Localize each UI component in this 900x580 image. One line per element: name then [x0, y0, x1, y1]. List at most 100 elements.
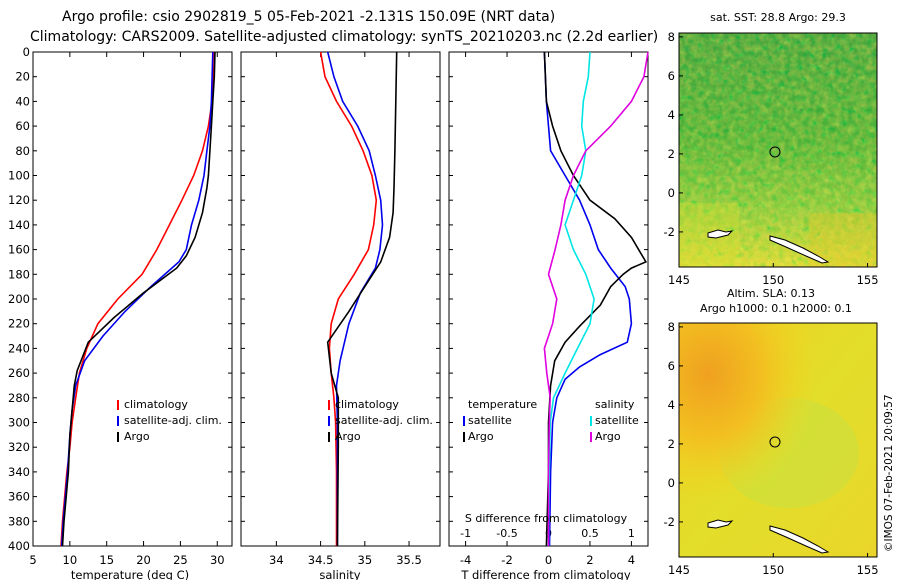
y-tick-label: 80 — [15, 144, 30, 158]
map-x-tick-label: 145 — [668, 563, 690, 577]
map-x-tick-label: 155 — [857, 273, 879, 287]
sst-map-title: sat. SST: 28.8 Argo: 29.3 — [710, 11, 846, 24]
series-line-salinity-argo — [543, 51, 649, 546]
sst-map-frame — [678, 32, 878, 268]
title-line-2: Climatology: CARS2009. Satellite-adjuste… — [30, 29, 658, 45]
difference-xlabel: T difference from climatology — [460, 568, 631, 580]
x-tick-label: 15 — [99, 553, 114, 567]
legend-argo-swatch — [117, 432, 119, 442]
x-tick-label: 10 — [63, 553, 78, 567]
x2-tick-label: 0.5 — [581, 527, 599, 540]
x-tick-label: -4 — [460, 553, 471, 567]
salinity-axes-frame — [240, 51, 441, 547]
map-y-tick-label: 0 — [668, 476, 675, 490]
sla-map-panel: Altim. SLA: 0.13 Argo h1000: 0.1 h2000: … — [664, 287, 879, 577]
sst-map-panel: sat. SST: 28.8 Argo: 29.3 — [664, 11, 879, 287]
map-x-tick-label: 150 — [762, 273, 784, 287]
legend-t-satellite-label: satellite — [468, 414, 512, 427]
temperature-axes-frame — [32, 51, 233, 547]
y-tick-label: 140 — [8, 218, 30, 232]
x-tick-label: 4 — [628, 553, 635, 567]
map-y-tick-label: -2 — [664, 515, 675, 529]
sla-argo-marker — [769, 436, 781, 448]
x-tick-label: 34.5 — [308, 553, 334, 567]
map-y-tick-label: -2 — [664, 225, 675, 239]
x2-tick-label: -0.5 — [496, 527, 517, 540]
legend-argo-swatch — [328, 432, 330, 442]
legend-s-satellite-swatch — [590, 416, 592, 426]
map-y-tick-label: 0 — [668, 186, 675, 200]
y-tick-label: 320 — [8, 440, 30, 454]
x-tick-label: 2 — [586, 553, 593, 567]
legend-climatology-swatch — [117, 400, 119, 410]
map-x-tick-label: 155 — [857, 563, 879, 577]
series-line-argo — [61, 51, 216, 547]
x-tick-label: 5 — [29, 553, 36, 567]
salinity-panel: 34 34.5 35 35.5 salinity climatology satell… — [240, 51, 441, 580]
legend-temperature-title: temperature — [468, 398, 537, 411]
series-line-satellite-adj-clim- — [326, 51, 384, 546]
y-tick-label: 0 — [23, 45, 30, 59]
x-tick-label: 30 — [210, 553, 225, 567]
y-tick-label: 400 — [8, 539, 30, 553]
legend-s-argo-swatch — [590, 432, 592, 442]
y-tick-label: 180 — [8, 267, 30, 281]
legend-climatology-label: climatology — [335, 398, 399, 411]
y-tick-label: 200 — [8, 292, 30, 306]
difference-legend: temperature satellite Argo salinity sate… — [463, 398, 639, 443]
sst-argo-marker — [769, 146, 781, 158]
x-tick-label: 35.5 — [396, 553, 422, 567]
temperature-legend: climatology satellite-adj. clim. Argo — [117, 398, 222, 443]
y-tick-label: 40 — [15, 94, 30, 108]
y-tick-label: 380 — [8, 514, 30, 528]
map-x-tick-label: 150 — [762, 563, 784, 577]
legend-argo-label: Argo — [335, 430, 361, 443]
difference-x2label: S difference from climatology — [465, 512, 628, 525]
x-tick-label: 35 — [358, 553, 373, 567]
x2-tick-label: -1 — [460, 527, 471, 540]
series-line-salinity-satellite — [547, 51, 595, 547]
series-line-temperature-argo — [543, 51, 648, 547]
legend-s-argo-label: Argo — [595, 430, 621, 443]
sst-field — [679, 33, 877, 267]
legend-climatology-label: climatology — [124, 398, 188, 411]
sla-map-title-1: Altim. SLA: 0.13 — [727, 287, 815, 300]
x-tick-label: -2 — [501, 553, 512, 567]
y-tick-label: 220 — [8, 317, 30, 331]
y-tick-label: 100 — [8, 169, 30, 183]
sla-map-frame — [678, 322, 878, 558]
x-tick-label: 20 — [136, 553, 151, 567]
legend-s-satellite-label: satellite — [595, 414, 639, 427]
map-y-tick-label: 6 — [668, 359, 675, 373]
sla-field — [679, 323, 877, 557]
legend-satellite-swatch — [117, 416, 119, 426]
y-tick-label: 280 — [8, 391, 30, 405]
map-x-tick-label: 145 — [668, 273, 690, 287]
legend-satellite-swatch — [328, 416, 330, 426]
sla-coastline — [707, 519, 830, 554]
map-y-tick-label: 8 — [668, 30, 675, 44]
y-tick-label: 120 — [8, 193, 30, 207]
temperature-panel: 5 10 15 20 25 30 0 20 40 60 80 100 120 140 160 180 200 2… — [8, 45, 233, 580]
y-tick-label: 300 — [8, 416, 30, 430]
x-tick-label: 34 — [269, 553, 284, 567]
legend-t-argo-label: Argo — [468, 430, 494, 443]
difference-panel: -4 -2 0 2 4 -1 -0.5 0 0.5 1 T difference from cl… — [448, 51, 649, 580]
sla-map-title-2: Argo h1000: 0.1 h2000: 0.1 — [700, 302, 852, 315]
legend-t-argo-swatch — [463, 432, 465, 442]
map-y-tick-label: 2 — [668, 147, 675, 161]
salinity-xlabel: salinity — [319, 568, 360, 580]
map-y-tick-label: 2 — [668, 437, 675, 451]
y-tick-label: 340 — [8, 465, 30, 479]
series-line-argo — [326, 51, 398, 547]
title-line-1: Argo profile: csio 2902819_5 05-Feb-2021… — [62, 9, 555, 25]
y-tick-label: 260 — [8, 366, 30, 380]
x-tick-label: 0 — [545, 553, 552, 567]
sst-coastline — [707, 229, 830, 264]
series-line-climatology — [319, 51, 378, 546]
map-y-tick-label: 4 — [668, 108, 675, 122]
legend-argo-label: Argo — [124, 430, 150, 443]
x2-tick-label: 1 — [628, 527, 635, 540]
temperature-xlabel: temperature (deg C) — [71, 568, 189, 580]
map-y-tick-label: 4 — [668, 398, 675, 412]
